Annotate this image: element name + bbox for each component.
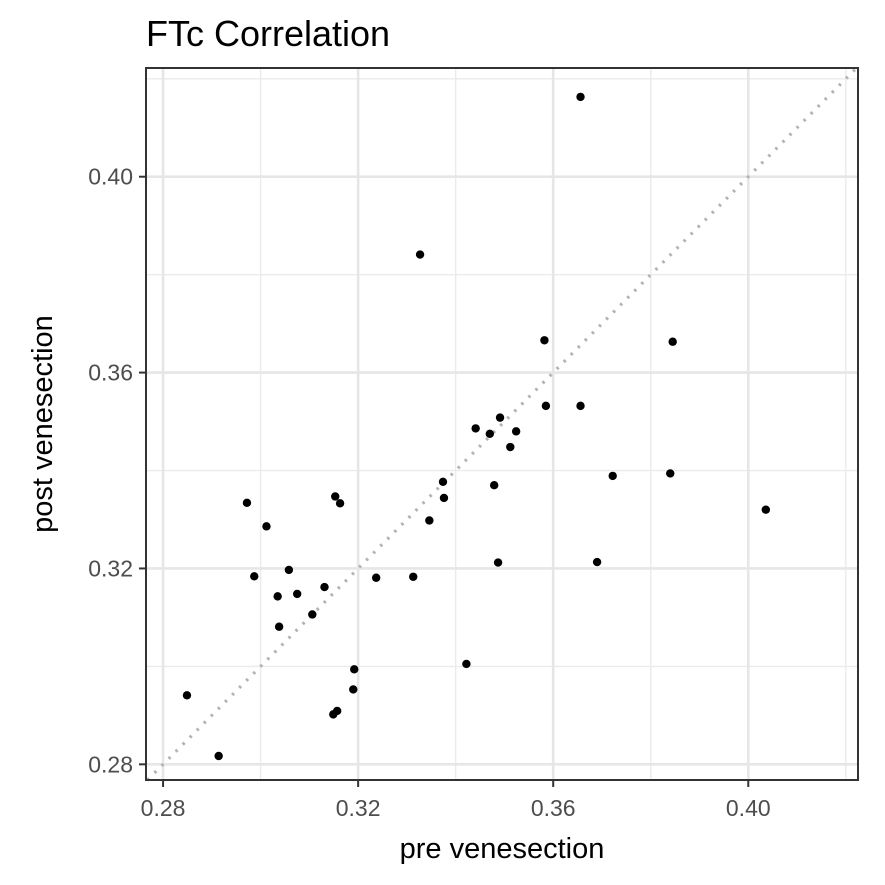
data-point bbox=[668, 337, 677, 346]
data-point bbox=[308, 610, 317, 619]
major-grid bbox=[146, 68, 858, 780]
y-tick-label: 0.36 bbox=[88, 360, 133, 386]
x-tick-label: 0.40 bbox=[726, 795, 771, 821]
x-tick-label: 0.28 bbox=[141, 795, 186, 821]
data-point bbox=[493, 558, 503, 567]
x-tick-label: 0.36 bbox=[531, 795, 576, 821]
data-point bbox=[371, 573, 381, 582]
data-point bbox=[350, 665, 359, 674]
data-point bbox=[576, 401, 585, 411]
data-point bbox=[608, 471, 617, 481]
data-point bbox=[415, 250, 425, 259]
data-point bbox=[292, 589, 302, 599]
y-tick-label: 0.28 bbox=[88, 751, 133, 777]
data-point bbox=[273, 592, 282, 601]
data-point bbox=[592, 557, 602, 567]
data-point bbox=[320, 582, 329, 592]
data-point bbox=[335, 499, 345, 508]
data-point bbox=[284, 565, 294, 575]
chart-title: FTc Correlation bbox=[146, 13, 390, 54]
data-point bbox=[541, 401, 551, 411]
data-point bbox=[576, 92, 585, 102]
minor-grid bbox=[146, 68, 858, 780]
data-point bbox=[425, 516, 434, 525]
x-tick-label: 0.32 bbox=[336, 795, 381, 821]
identity-reference-line bbox=[146, 66, 858, 782]
data-point bbox=[462, 659, 471, 669]
data-point bbox=[262, 522, 271, 531]
data-point bbox=[349, 685, 358, 694]
y-axis-ticks: 0.28 0.32 0.36 0.40 bbox=[88, 164, 146, 777]
data-point bbox=[331, 492, 340, 501]
plot-panel-border bbox=[145, 67, 859, 781]
data-point bbox=[761, 505, 771, 514]
x-axis-ticks: 0.28 0.32 0.36 0.40 bbox=[141, 780, 771, 821]
data-point bbox=[214, 751, 223, 761]
y-tick-label: 0.40 bbox=[88, 164, 133, 190]
data-point bbox=[329, 710, 338, 719]
data-points bbox=[182, 92, 771, 761]
data-point bbox=[506, 442, 515, 452]
data-point bbox=[495, 413, 505, 422]
data-point bbox=[409, 572, 418, 581]
y-axis-title: post venesection bbox=[27, 315, 59, 533]
y-tick-label: 0.32 bbox=[88, 555, 133, 581]
data-point bbox=[471, 424, 480, 433]
data-point bbox=[242, 498, 252, 508]
data-point bbox=[511, 427, 521, 436]
data-point bbox=[489, 481, 499, 490]
data-point bbox=[274, 622, 284, 631]
data-point bbox=[438, 477, 448, 486]
data-point bbox=[485, 429, 495, 438]
data-point bbox=[182, 691, 192, 700]
data-point bbox=[439, 493, 449, 503]
data-point bbox=[540, 336, 549, 345]
data-point bbox=[250, 572, 259, 581]
x-axis-title: pre venesection bbox=[400, 833, 605, 865]
data-point bbox=[666, 469, 675, 478]
